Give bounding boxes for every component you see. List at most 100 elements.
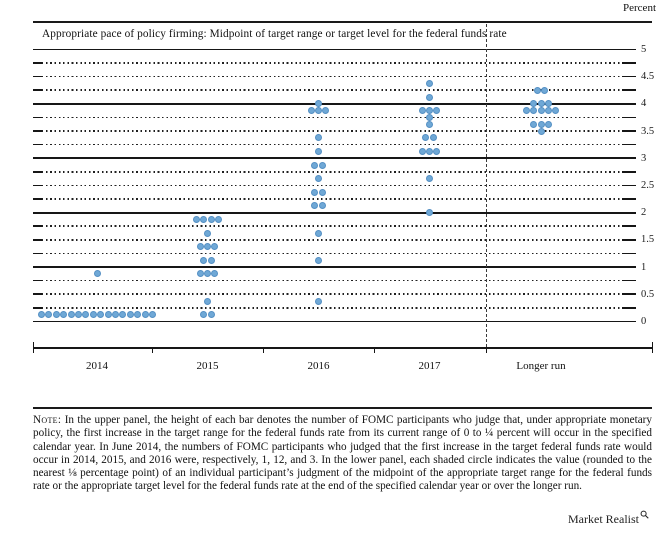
participant-dot <box>104 311 112 319</box>
participant-dot <box>45 311 53 319</box>
participant-dot <box>200 311 208 319</box>
participant-dot <box>126 311 134 319</box>
participant-dot <box>322 107 330 115</box>
participant-dot <box>315 229 322 237</box>
participant-dot <box>311 188 319 196</box>
x-axis-tick <box>33 342 35 353</box>
participant-dot <box>418 107 426 115</box>
participant-dot <box>38 311 45 319</box>
participant-dot <box>112 311 119 319</box>
solid-gridline <box>33 48 636 51</box>
solid-gridline <box>33 157 636 160</box>
participant-dot <box>75 311 82 319</box>
participant-dot <box>433 107 441 115</box>
participant-dot <box>196 270 204 278</box>
magnifier-icon <box>640 508 649 522</box>
participant-dot <box>544 100 552 108</box>
participant-dot <box>204 229 211 237</box>
participant-dot <box>426 114 433 121</box>
dotted-gridline <box>33 198 636 200</box>
participant-dot <box>433 148 441 155</box>
note-text: Note: In the upper panel, the height of … <box>33 414 652 494</box>
participant-dot <box>207 311 215 319</box>
participant-dot <box>426 148 433 155</box>
participant-dot <box>315 297 322 305</box>
x-axis-category-label: 2014 <box>86 360 108 372</box>
participant-dot <box>307 107 315 115</box>
participant-dot <box>318 202 326 210</box>
participant-dot <box>67 311 75 319</box>
participant-dot <box>315 100 322 108</box>
x-axis-category-label: 2015 <box>196 360 219 372</box>
y-axis-tick-label: 3.5 <box>641 125 655 137</box>
dotted-gridline <box>33 130 636 132</box>
participant-dot <box>89 311 97 319</box>
y-axis-tick-label: 1 <box>641 261 647 273</box>
participant-dot <box>426 80 433 87</box>
dotted-gridline <box>33 89 636 91</box>
participant-dot <box>530 120 538 128</box>
participant-dot <box>207 216 215 223</box>
x-axis-tick <box>263 347 265 353</box>
participant-dot <box>544 120 552 128</box>
participant-dot <box>204 243 211 251</box>
dotted-gridline <box>33 307 636 309</box>
participant-dot <box>318 188 326 196</box>
participant-dot <box>141 311 149 319</box>
participant-dot <box>60 311 68 319</box>
participant-dot <box>204 270 211 278</box>
participant-dot <box>537 127 545 135</box>
x-axis-category-label: 2016 <box>307 360 330 372</box>
participant-dot <box>149 311 156 319</box>
participant-dot <box>119 311 127 319</box>
participant-dot <box>207 256 215 264</box>
dotted-gridline <box>33 143 636 146</box>
participant-dot <box>97 311 105 319</box>
participant-dot <box>134 311 142 319</box>
participant-dot <box>311 202 319 210</box>
participant-dot <box>544 107 552 115</box>
participant-dot <box>200 216 208 223</box>
participant-dot <box>315 134 322 142</box>
note-divider-line <box>33 407 652 409</box>
participant-dot <box>422 134 430 142</box>
x-axis-tick <box>652 342 654 353</box>
y-axis-tick-label: 4.5 <box>641 71 655 83</box>
x-axis-tick <box>152 347 154 353</box>
participant-dot <box>530 107 538 115</box>
market-realist-logo: Market Realist <box>568 510 649 527</box>
dotted-gridline <box>33 62 636 64</box>
participant-dot <box>82 311 90 319</box>
participant-dot <box>311 161 319 169</box>
y-axis-tick-label: 2 <box>641 207 647 219</box>
participant-dot <box>426 107 433 115</box>
x-axis-tick <box>486 347 488 353</box>
y-axis-tick-label: 2.5 <box>641 180 655 191</box>
participant-dot <box>533 86 541 94</box>
participant-dot <box>200 256 208 264</box>
solid-gridline <box>33 103 636 105</box>
note-body: In the upper panel, the height of each b… <box>33 414 652 493</box>
participant-dot <box>541 86 549 94</box>
dotted-gridline <box>33 116 636 119</box>
participant-dot <box>426 120 433 128</box>
participant-dot <box>315 148 322 155</box>
participant-dot <box>211 270 219 278</box>
participant-dot <box>426 209 433 217</box>
dotted-gridline <box>33 279 636 282</box>
y-axis-tick-label: 5 <box>641 44 647 55</box>
participant-dot <box>418 148 426 155</box>
dotted-gridline <box>33 75 636 78</box>
solid-gridline <box>33 320 636 323</box>
participant-dot <box>530 100 538 108</box>
participant-dot <box>537 120 545 128</box>
participant-dot <box>537 107 545 115</box>
participant-dot <box>429 134 437 142</box>
dotted-gridline <box>33 184 636 187</box>
x-axis-category-label: 2017 <box>418 360 441 372</box>
chart-title: Appropriate pace of policy firming: Midp… <box>42 28 507 40</box>
dotted-gridline <box>33 293 636 295</box>
note-label: Note: <box>33 414 62 426</box>
participant-dot <box>196 243 204 251</box>
solid-gridline <box>33 211 636 214</box>
